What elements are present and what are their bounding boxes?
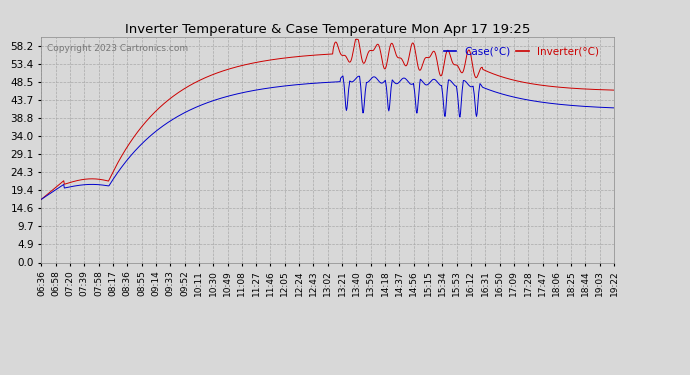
Text: Copyright 2023 Cartronics.com: Copyright 2023 Cartronics.com [47,44,188,53]
Title: Inverter Temperature & Case Temperature Mon Apr 17 19:25: Inverter Temperature & Case Temperature … [125,23,531,36]
Legend: Case(°C), Inverter(°C): Case(°C), Inverter(°C) [440,43,603,61]
